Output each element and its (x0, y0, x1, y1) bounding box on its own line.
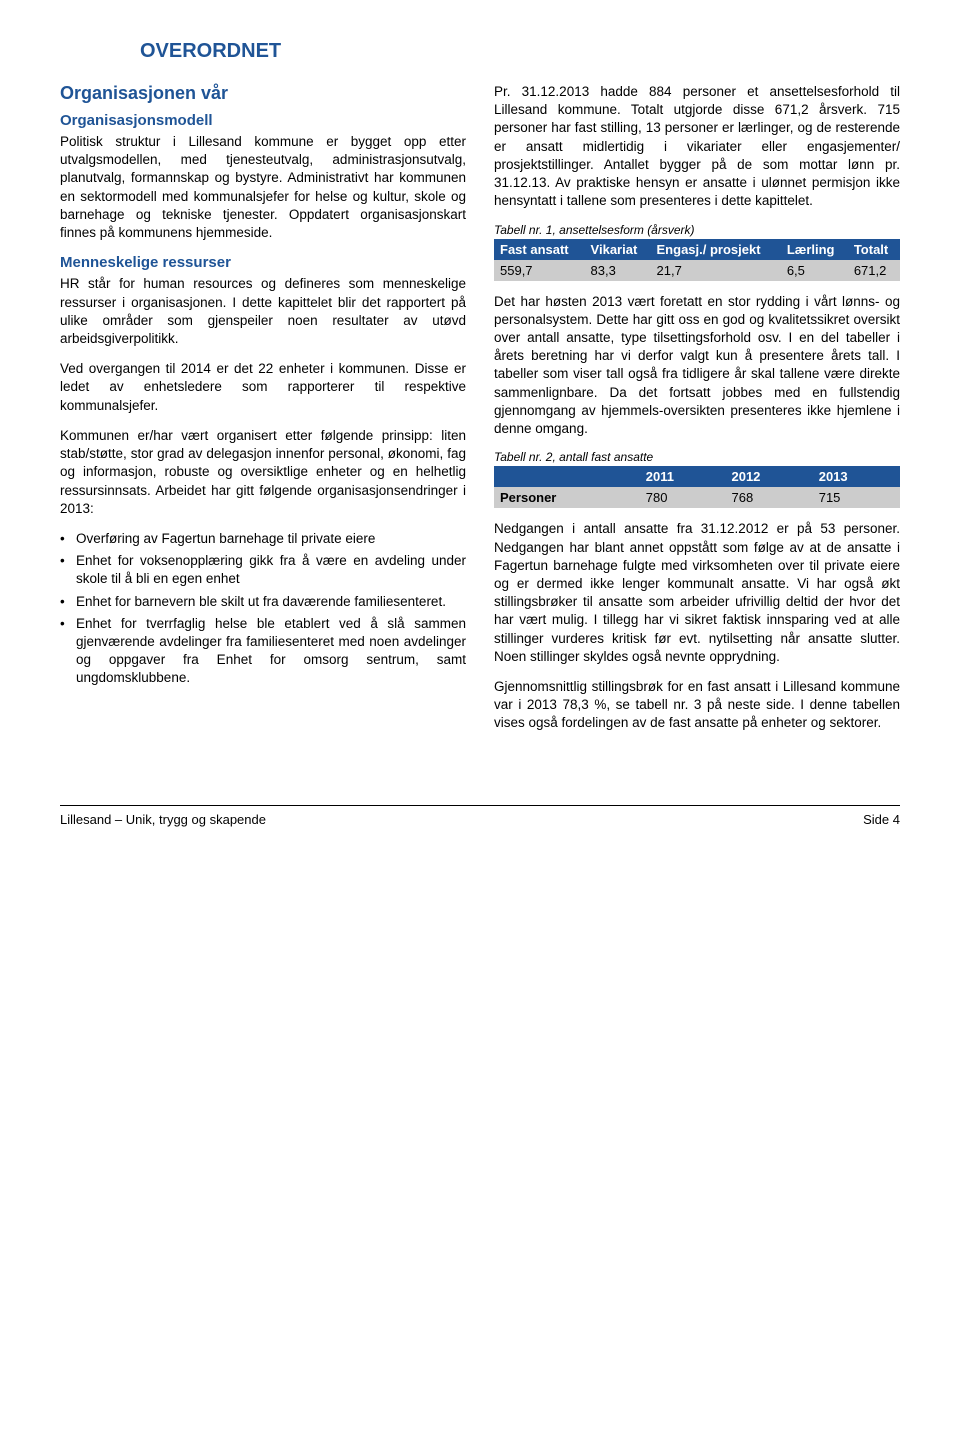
paragraph: Det har høsten 2013 vært foretatt en sto… (494, 293, 900, 439)
table-cell: 671,2 (848, 260, 900, 281)
table-cell: 6,5 (781, 260, 848, 281)
list-item: Enhet for tverrfaglig helse ble etablert… (60, 615, 466, 688)
paragraph: Kommunen er/har vært organisert etter fø… (60, 427, 466, 518)
paragraph: Nedgangen i antall ansatte fra 31.12.201… (494, 520, 900, 666)
table-rowlabel: Personer (494, 487, 640, 508)
footer-page-number: Side 4 (863, 812, 900, 827)
heading-organisasjonen: Organisasjonen vår (60, 83, 466, 104)
list-item: Enhet for voksenopplæring gikk fra å vær… (60, 552, 466, 588)
table-cell: 780 (640, 487, 726, 508)
table-header: Lærling (781, 239, 848, 260)
left-column: Organisasjonen vår Organisasjonsmodell P… (60, 83, 466, 745)
table-cell: 21,7 (651, 260, 781, 281)
table-header (494, 466, 640, 487)
table-caption: Tabell nr. 2, antall fast ansatte (494, 450, 900, 464)
table-cell: 715 (813, 487, 900, 508)
list-item: Enhet for barnevern ble skilt ut fra dav… (60, 593, 466, 611)
table-header: 2012 (725, 466, 812, 487)
paragraph: HR står for human resources og defineres… (60, 275, 466, 348)
footer-left: Lillesand – Unik, trygg og skapende (60, 812, 266, 827)
table-cell: 559,7 (494, 260, 585, 281)
table-header: Engasj./ prosjekt (651, 239, 781, 260)
table-cell: 83,3 (585, 260, 651, 281)
heading-organisasjonsmodell: Organisasjonsmodell (60, 112, 466, 129)
table-ansettelsesform: Fast ansatt Vikariat Engasj./ prosjekt L… (494, 239, 900, 281)
heading-menneskelige: Menneskelige ressurser (60, 254, 466, 271)
page-footer: Lillesand – Unik, trygg og skapende Side… (60, 805, 900, 827)
bullet-list: Overføring av Fagertun barnehage til pri… (60, 530, 466, 688)
paragraph: Ved overgangen til 2014 er det 22 enhete… (60, 360, 466, 415)
table-header: 2011 (640, 466, 726, 487)
list-item: Overføring av Fagertun barnehage til pri… (60, 530, 466, 548)
table-header: Totalt (848, 239, 900, 260)
table-caption: Tabell nr. 1, ansettelsesform (årsverk) (494, 223, 900, 237)
table-cell: 768 (725, 487, 812, 508)
table-header: Vikariat (585, 239, 651, 260)
paragraph: Gjennomsnittlig stillingsbrøk for en fas… (494, 678, 900, 733)
two-column-layout: Organisasjonen vår Organisasjonsmodell P… (60, 83, 900, 745)
table-header: Fast ansatt (494, 239, 585, 260)
table-header: 2013 (813, 466, 900, 487)
right-column: Pr. 31.12.2013 hadde 884 personer et ans… (494, 83, 900, 745)
paragraph: Pr. 31.12.2013 hadde 884 personer et ans… (494, 83, 900, 211)
paragraph: Politisk struktur i Lillesand kommune er… (60, 133, 466, 242)
section-tag: OVERORDNET (140, 40, 900, 63)
table-fast-ansatte: 2011 2012 2013 Personer 780 768 715 (494, 466, 900, 508)
